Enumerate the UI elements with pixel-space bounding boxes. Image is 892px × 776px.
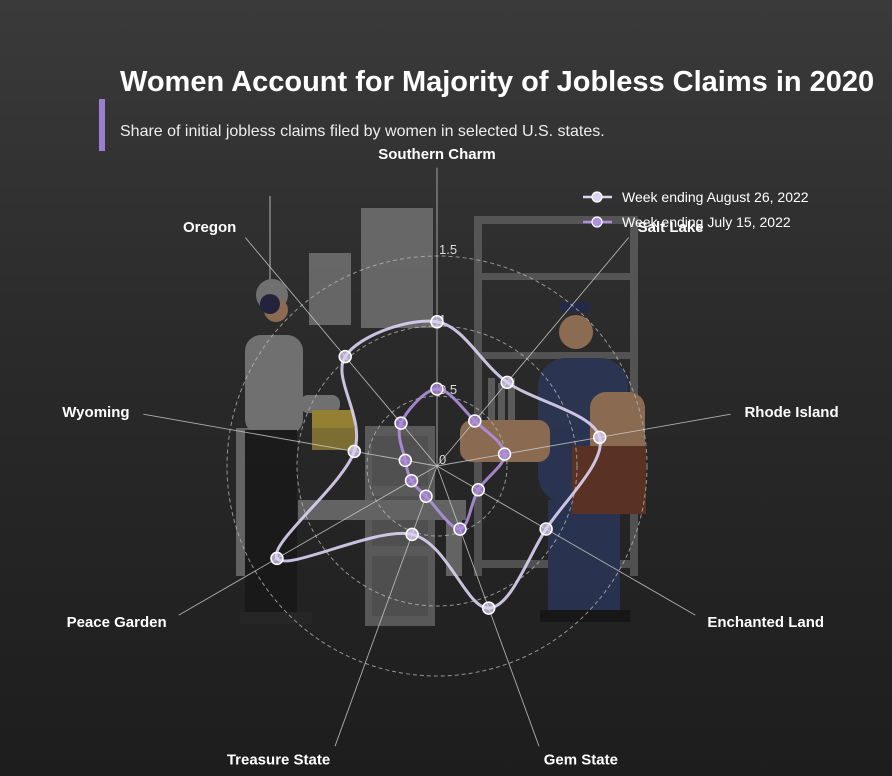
axis-spoke — [334, 465, 438, 747]
data-point — [471, 483, 485, 497]
data-point — [481, 601, 496, 615]
legend-label-1: Week ending August 26, 2022 — [622, 189, 809, 205]
data-point — [592, 430, 607, 445]
tick-label: 1.5 — [439, 242, 457, 257]
chart-title: Women Account for Majority of Jobless Cl… — [120, 66, 875, 98]
tick-label: 0.5 — [439, 382, 457, 397]
woman-figure — [240, 279, 356, 624]
category-label: Wyoming — [62, 404, 129, 421]
data-point — [404, 473, 419, 488]
desk-top — [298, 500, 466, 520]
desk-leg-right — [446, 500, 462, 576]
legend-label-2: Week ending July 15, 2022 — [622, 214, 791, 230]
category-label: Southern Charm — [378, 146, 496, 163]
data-point — [468, 414, 482, 428]
series-line-1 — [274, 319, 602, 610]
data-point — [430, 315, 444, 329]
data-point — [497, 447, 512, 461]
radar-labels: Southern Charm Salt Lake Rhode Island Encha… — [62, 146, 838, 769]
category-label: Gem State — [544, 751, 618, 768]
axis-spoke — [143, 413, 438, 467]
data-point — [430, 382, 444, 396]
legend: Week ending August 26, 2022 Week ending J… — [583, 189, 809, 230]
data-point — [270, 551, 284, 566]
data-point — [398, 453, 413, 468]
category-label: Enchanted Land — [707, 614, 824, 631]
axis-spoke — [436, 413, 731, 467]
chart-subtitle: Share of initial jobless claims filed by… — [120, 123, 605, 140]
data-point — [338, 349, 352, 364]
title-accent-bar — [99, 99, 105, 151]
axis-spoke — [178, 465, 438, 616]
data-point — [394, 416, 408, 430]
data-point — [453, 522, 467, 536]
data-point — [347, 444, 362, 459]
category-label: Peace Garden — [67, 614, 167, 631]
data-point — [539, 522, 553, 536]
legend-marker-1 — [591, 191, 603, 203]
axis-spoke — [436, 237, 630, 467]
office-handshake-illustration — [236, 196, 646, 626]
man-figure — [460, 302, 646, 622]
radar-axes — [143, 167, 731, 747]
radar-series — [270, 315, 607, 615]
series-line-2 — [397, 387, 507, 531]
category-label: Oregon — [183, 219, 236, 236]
wall-board — [361, 208, 433, 328]
category-label: Rhode Island — [744, 404, 838, 421]
data-point — [500, 375, 514, 390]
wall-board-small — [309, 253, 351, 325]
category-label: Salt Lake — [638, 219, 704, 236]
data-point — [419, 489, 433, 504]
data-point — [405, 527, 419, 542]
category-label: Treasure State — [227, 751, 330, 768]
legend-marker-2 — [591, 216, 603, 228]
